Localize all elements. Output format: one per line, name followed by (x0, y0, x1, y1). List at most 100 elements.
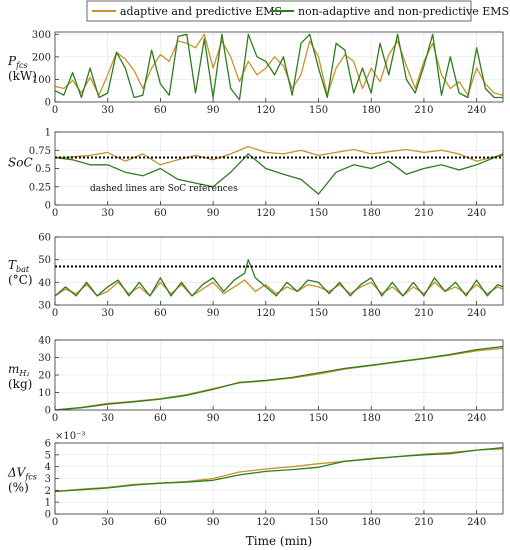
x-tick-label: 120 (256, 208, 275, 219)
x-tick-label: 60 (154, 208, 167, 219)
series-line-soc-1 (54, 145, 504, 166)
x-tick-label: 210 (414, 517, 433, 528)
x-tick-label: 150 (309, 413, 328, 424)
y-axis-unit: (kg) (8, 377, 32, 391)
x-tick-label: 120 (256, 308, 275, 319)
x-tick-label: 210 (414, 413, 433, 424)
x-axis-label: Time (min) (246, 534, 312, 548)
x-tick-label: 240 (467, 413, 486, 424)
y-axis-label-sub: bat (16, 265, 30, 274)
axes-frame (54, 236, 504, 306)
y-axis-label: ΔVfcs (7, 466, 37, 482)
x-tick-label: 90 (207, 105, 220, 116)
y-tick-label: 0 (45, 201, 51, 212)
y-tick-label: 200 (32, 52, 51, 63)
y-tick-label: 1 (45, 498, 51, 509)
x-tick-label: 180 (362, 308, 381, 319)
y-tick-label: 2 (45, 486, 51, 497)
x-tick-label: 180 (362, 105, 381, 116)
panel-pfcs: 0 30 60 90 120 150 180 210 240 0 100 200 300 Pfcs(kW) (7, 30, 504, 116)
y-tick-label: 0 (45, 406, 51, 417)
y-tick-label: 30 (38, 353, 51, 364)
y-tick-label: 6 (45, 439, 51, 450)
x-tick-label: 120 (256, 105, 275, 116)
y-tick-label: 300 (32, 30, 51, 41)
x-tick-label: 0 (52, 413, 58, 424)
x-tick-label: 30 (101, 105, 114, 116)
x-tick-label: 210 (414, 208, 433, 219)
y-axis-unit: (°C) (8, 273, 33, 287)
y-tick-label: 1 (45, 128, 51, 139)
x-tick-label: 90 (207, 208, 220, 219)
x-tick-label: 30 (101, 413, 114, 424)
x-tick-label: 120 (256, 517, 275, 528)
y-tick-label: 4 (45, 462, 51, 473)
y-tick-label: 0 (45, 510, 51, 521)
x-tick-label: 60 (154, 413, 167, 424)
y-tick-label: 0 (45, 98, 51, 109)
x-tick-label: 240 (467, 208, 486, 219)
legend-entry-1: adaptive and predictive EMS (120, 5, 282, 18)
y-axis-unit: (kW) (8, 69, 37, 83)
y-tick-label: 5 (45, 450, 51, 461)
x-tick-label: 0 (52, 308, 58, 319)
series-line-tbat-2 (54, 259, 504, 297)
x-tick-label: 150 (309, 208, 328, 219)
series-line-mh2-2 (54, 345, 504, 411)
panel-soc: 0 30 60 90 120 150 180 210 240 0 0.25 0.5 0.75 1 SoC da… (8, 128, 504, 219)
legend-entry-2: non-adaptive and non-predictive EMS (298, 5, 509, 18)
x-tick-label: 0 (52, 208, 58, 219)
y-axis-exponent: ×10⁻³ (55, 431, 85, 442)
x-tick-label: 180 (362, 517, 381, 528)
annotation-text: dashed lines are SoC references (90, 184, 238, 194)
x-tick-label: 180 (362, 413, 381, 424)
x-tick-label: 60 (154, 517, 167, 528)
y-axis-label-sub: H₂ (18, 369, 29, 378)
y-axis-label-main: m (8, 362, 19, 376)
x-tick-label: 240 (467, 105, 486, 116)
x-tick-label: 240 (467, 308, 486, 319)
y-tick-label: 30 (38, 301, 51, 312)
y-axis-label: SoC (8, 156, 33, 170)
x-tick-label: 150 (309, 105, 328, 116)
series-line-tbat-1 (54, 279, 504, 297)
y-tick-label: 3 (45, 474, 51, 485)
y-tick-label: 100 (32, 75, 51, 86)
y-tick-label: 40 (38, 336, 51, 347)
x-tick-label: 60 (154, 308, 167, 319)
y-axis-label: mH₂ (8, 362, 30, 378)
x-tick-label: 180 (362, 208, 381, 219)
x-tick-label: 210 (414, 105, 433, 116)
x-tick-label: 60 (154, 105, 167, 116)
series-line-soc-2 (54, 153, 504, 195)
x-tick-label: 150 (309, 517, 328, 528)
y-axis-label: Tbat (8, 258, 30, 274)
y-tick-label: 40 (38, 278, 51, 289)
y-axis-label: Pfcs (7, 54, 28, 70)
y-tick-label: 50 (38, 255, 51, 266)
x-tick-label: 0 (52, 105, 58, 116)
y-tick-label: 0.75 (29, 146, 51, 157)
y-axis-label-sub: fcs (24, 473, 37, 482)
y-axis-label-main: SoC (8, 156, 33, 170)
y-axis-label-main: P (7, 54, 17, 68)
x-tick-label: 30 (101, 208, 114, 219)
x-tick-label: 150 (309, 308, 328, 319)
y-tick-label: 0.25 (29, 182, 51, 193)
y-axis-label-main: T (8, 258, 17, 272)
x-tick-label: 30 (101, 308, 114, 319)
x-tick-label: 240 (467, 517, 486, 528)
y-tick-label: 60 (38, 233, 51, 244)
series-line-dvfcs-2 (54, 447, 504, 493)
series-line-pfcs-2 (54, 33, 503, 101)
axes-frame (54, 31, 504, 103)
x-tick-label: 90 (207, 517, 220, 528)
plot-area (55, 237, 503, 305)
y-axis-unit: (%) (8, 481, 29, 495)
legend: adaptive and predictive EMS non-adaptive … (86, 0, 509, 22)
y-axis-label-sub: fcs (15, 61, 28, 70)
x-tick-label: 120 (256, 413, 275, 424)
